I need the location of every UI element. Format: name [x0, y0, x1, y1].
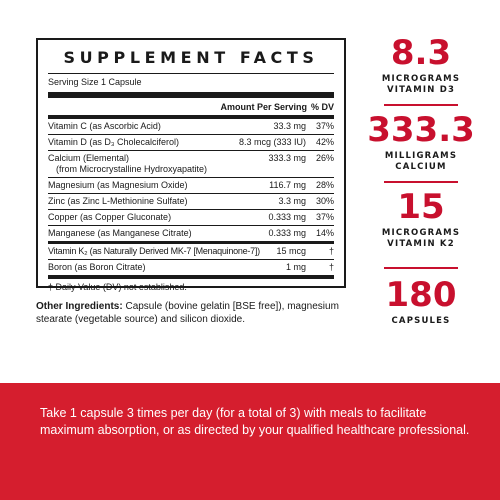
- stat-capsules: 180 CAPSULES: [364, 278, 478, 327]
- row-amount: 8.3 mcg (333 IU): [238, 137, 306, 147]
- row-amount: 0.333 mg: [268, 228, 306, 238]
- facts-title: SUPPLEMENT FACTS: [48, 46, 334, 74]
- facts-row-vitamin-c: Vitamin C (as Ascorbic Acid) 33.3 mg 37%: [48, 119, 334, 135]
- row-name: Zinc (as Zinc L-Methionine Sulfate): [48, 196, 188, 206]
- stat-divider: [384, 181, 458, 183]
- stat-unit-line1: MICROGRAMS: [381, 74, 461, 84]
- row-dv: 14%: [315, 228, 334, 238]
- other-ingredients-text: Capsule (bovine gelatin [BSE free]), mag…: [36, 301, 339, 325]
- facts-row-zinc: Zinc (as Zinc L-Methionine Sulfate) 3.3 …: [48, 194, 334, 210]
- row-amount: 1 mg: [285, 262, 306, 272]
- stat-unit-line1: CAPSULES: [391, 316, 451, 326]
- facts-row-manganese: Manganese (as Manganese Citrate) 0.333 m…: [48, 226, 334, 244]
- row-dv: 30%: [315, 196, 334, 206]
- row-dv: †: [328, 262, 334, 272]
- row-amount: 15 mcg: [276, 246, 306, 256]
- stat-value: 8.3: [390, 33, 452, 73]
- facts-row-boron: Boron (as Boron Citrate) 1 mg †: [48, 260, 334, 279]
- instructions-text: Take 1 capsule 3 times per day (for a to…: [40, 406, 470, 437]
- row-name: Boron (as Boron Citrate): [48, 262, 146, 272]
- row-amount: 0.333 mg: [268, 212, 306, 222]
- header-dv: % DV: [310, 102, 334, 112]
- stat-vitamin-d3: 8.3 MICROGRAMS VITAMIN D3: [364, 36, 478, 96]
- stat-unit-line1: MILLIGRAMS: [384, 151, 458, 161]
- row-dv: †: [328, 246, 334, 256]
- row-name: Copper (as Copper Gluconate): [48, 212, 172, 222]
- stat-calcium: 333.3 MILLIGRAMS CALCIUM: [364, 113, 478, 173]
- row-amount: 3.3 mg: [278, 196, 306, 206]
- row-dv: 28%: [315, 180, 334, 190]
- stat-vitamin-k2: 15 MICROGRAMS VITAMIN K2: [364, 190, 478, 250]
- facts-row-vitamin-k2: Vitamin K₂ (as Naturally Derived MK-7 [M…: [48, 244, 334, 260]
- stat-value: 333.3: [367, 110, 475, 150]
- stat-value: 15: [397, 187, 445, 227]
- facts-row-vitamin-d: Vitamin D (as D₃ Cholecalciferol) 8.3 mc…: [48, 135, 334, 151]
- other-ingredients: Other Ingredients: Capsule (bovine gelat…: [36, 300, 356, 326]
- stat-unit-line1: MICROGRAMS: [381, 228, 461, 238]
- row-name: Vitamin C (as Ascorbic Acid): [48, 121, 161, 131]
- row-name: Magnesium (as Magnesium Oxide): [48, 180, 188, 190]
- row-name-group: Calcium (Elemental) (from Microcrystalli…: [48, 153, 236, 175]
- stat-unit-line2: CALCIUM: [395, 162, 447, 172]
- instructions-band: Take 1 capsule 3 times per day (for a to…: [0, 383, 500, 500]
- stat-divider: [384, 267, 458, 269]
- facts-row-calcium: Calcium (Elemental) (from Microcrystalli…: [48, 151, 334, 178]
- stat-value: 180: [385, 275, 457, 315]
- row-name: Vitamin D (as D₃ Cholecalciferol): [48, 137, 180, 147]
- row-name: Manganese (as Manganese Citrate): [48, 228, 192, 238]
- stat-unit-line2: VITAMIN D3: [386, 85, 456, 95]
- header-amount: Amount Per Serving: [220, 102, 307, 112]
- row-dv: 26%: [315, 153, 334, 163]
- row-dv: 37%: [315, 212, 334, 222]
- row-amount: 116.7 mg: [269, 180, 306, 190]
- row-sub: (from Microcrystalline Hydroxyapatite): [56, 164, 208, 174]
- row-amount: 333.3 mg: [268, 153, 306, 163]
- serving-size: Serving Size 1 Capsule: [48, 74, 334, 98]
- facts-row-copper: Copper (as Copper Gluconate) 0.333 mg 37…: [48, 210, 334, 226]
- facts-footnote: † Daily Value (DV) not established.: [48, 282, 187, 292]
- facts-table-header: Amount Per Serving % DV: [48, 98, 334, 119]
- row-dv: 37%: [315, 121, 334, 131]
- supplement-facts-panel: SUPPLEMENT FACTS Serving Size 1 Capsule …: [36, 38, 346, 292]
- stat-divider: [384, 104, 458, 106]
- row-amount: 33.3 mg: [273, 121, 306, 131]
- other-ingredients-label: Other Ingredients:: [36, 301, 123, 312]
- facts-row-magnesium: Magnesium (as Magnesium Oxide) 116.7 mg …: [48, 178, 334, 194]
- stat-unit-line2: VITAMIN K2: [387, 239, 455, 249]
- row-dv: 42%: [315, 137, 334, 147]
- row-name: Vitamin K₂ (as Naturally Derived MK-7 [M…: [48, 246, 260, 256]
- row-name: Calcium (Elemental): [48, 153, 130, 163]
